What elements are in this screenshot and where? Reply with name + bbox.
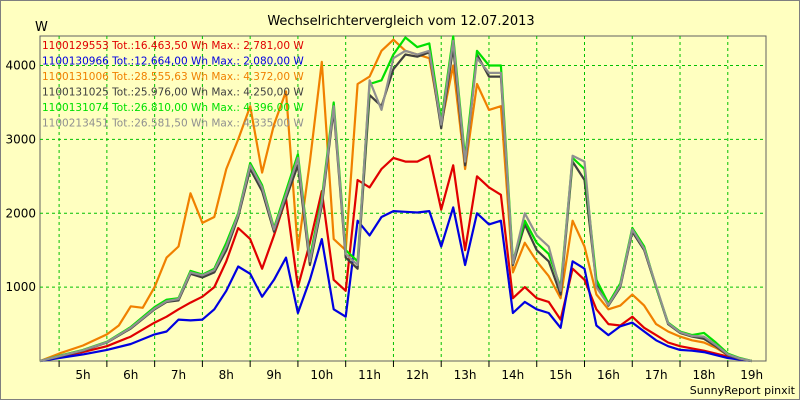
y-tick-label: 3000 [5, 132, 36, 146]
footer-credit: SunnyReport pinxit [690, 384, 796, 397]
series-line-6 [39, 39, 752, 363]
y-tick-label: 1000 [5, 280, 36, 294]
legend: 1100129553 Tot.:16.463,50 Wh Max.: 2.781… [42, 40, 304, 130]
y-axis-ticks: 1000 2000 3000 4000 [5, 59, 36, 295]
legend-entry: 1100129553 Tot.:16.463,50 Wh Max.: 2.781… [42, 40, 304, 52]
legend-entry: 1100131006 Tot.:28.555,63 Wh Max.: 4.372… [42, 71, 304, 83]
x-tick-label: 10h [310, 368, 333, 382]
x-tick-label: 6h [123, 368, 138, 382]
legend-entry: 1100213451 Tot.:26.581,50 Wh Max.: 4.335… [42, 118, 304, 130]
y-axis-label: W [35, 20, 48, 35]
x-tick-label: 15h [549, 368, 572, 382]
legend-entry: 1100130966 Tot.:12.664,00 Wh Max.: 2.080… [42, 56, 304, 68]
series-line-1 [39, 154, 752, 363]
x-tick-label: 5h [75, 368, 90, 382]
legend-entry: 1100131025 Tot.:25.976,00 Wh Max.: 4.250… [42, 87, 304, 99]
x-tick-label: 9h [266, 368, 281, 382]
x-tick-label: 17h [645, 368, 668, 382]
x-tick-label: 8h [219, 368, 234, 382]
chart-title: Wechselrichtervergleich vom 12.07.2013 [267, 14, 534, 29]
x-tick-label: 7h [171, 368, 186, 382]
x-tick-label: 13h [454, 368, 477, 382]
x-tick-label: 12h [406, 368, 429, 382]
legend-entry: 1100131074 Tot.:26.810,00 Wh Max.: 4.396… [42, 102, 304, 114]
series-line-2 [39, 206, 752, 363]
y-tick-label: 4000 [5, 59, 36, 73]
x-tick-label: 19h [740, 368, 763, 382]
x-tick-label: 11h [358, 368, 381, 382]
x-axis-ticks: 5h 6h 7h 8h 9h 10h 11h 12h 13h 14h 15h 16h 17h 18h 19h [58, 361, 763, 382]
y-tick-label: 2000 [5, 206, 36, 220]
series-layer [39, 35, 752, 363]
x-tick-label: 16h [597, 368, 620, 382]
x-tick-label: 14h [501, 368, 524, 382]
x-tick-label: 18h [692, 368, 715, 382]
grid-lines [40, 36, 766, 361]
